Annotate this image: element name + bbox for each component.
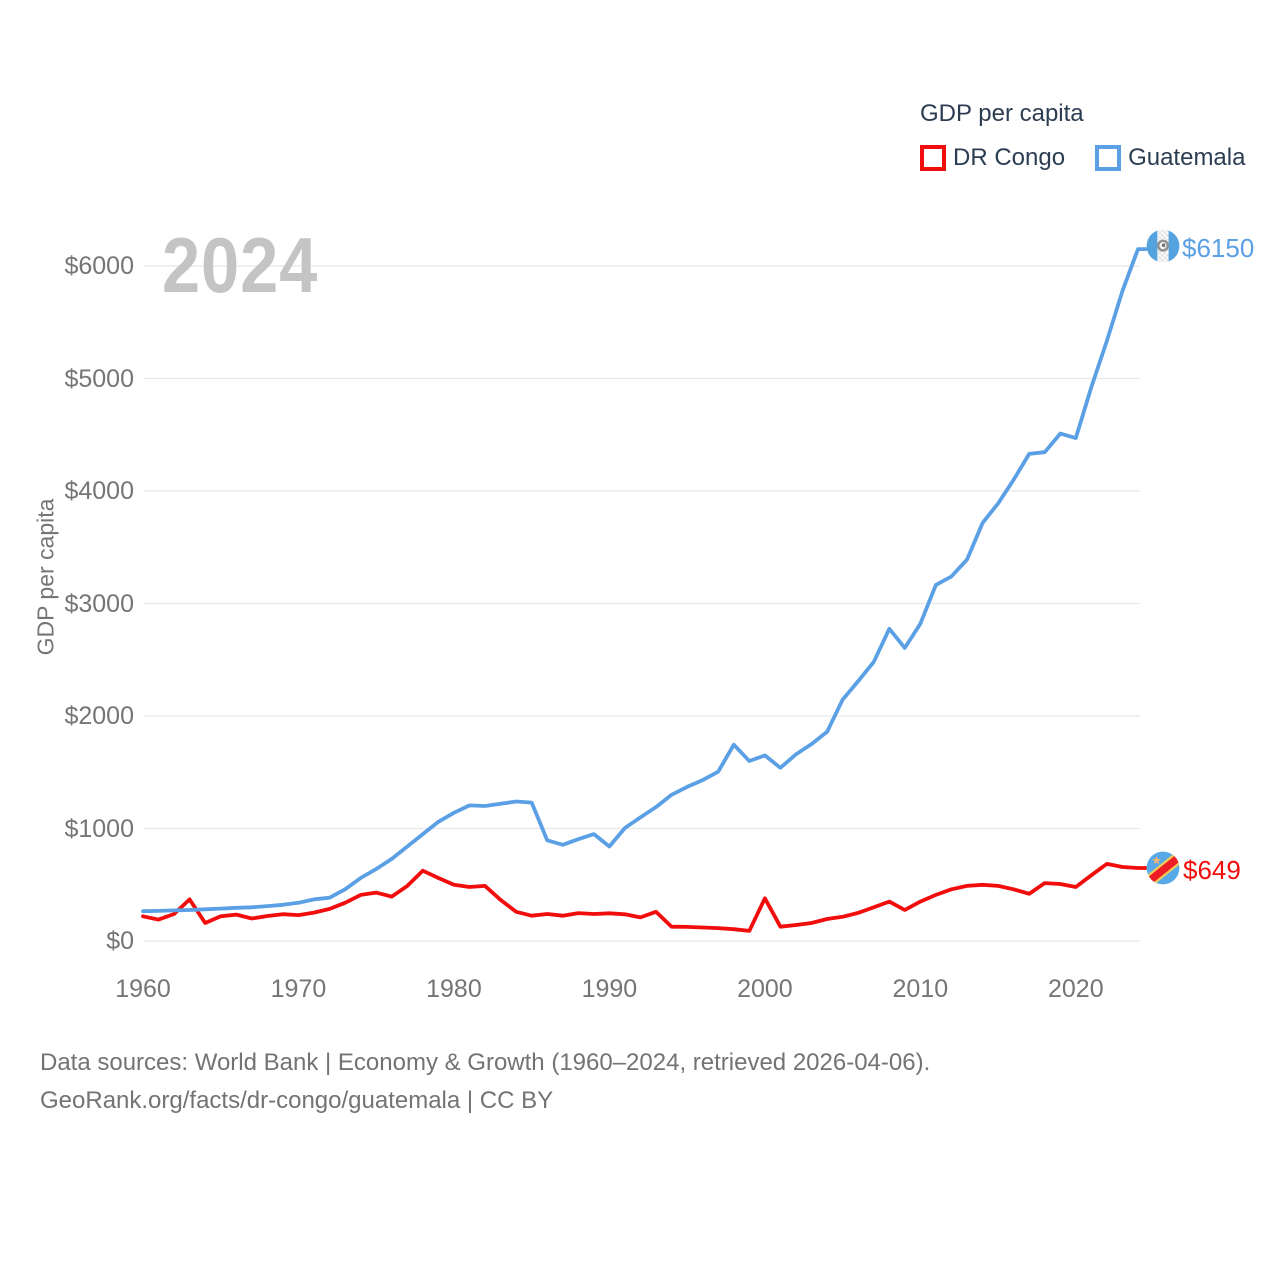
y-tick-label: $0	[106, 927, 134, 955]
guatemala-end-value: $6150	[1182, 233, 1255, 263]
year-watermark: 2024	[162, 221, 319, 309]
x-tick-label: 1980	[426, 975, 482, 1003]
y-tick-label: $4000	[64, 477, 134, 505]
x-tick-label: 2020	[1048, 975, 1104, 1003]
legend-item-guatemala[interactable]: Guatemala	[1095, 144, 1245, 172]
dr-congo-line	[141, 862, 1148, 933]
y-tick-label: $5000	[64, 364, 134, 393]
x-tick-label: 2000	[737, 975, 793, 1003]
legend-title: GDP per capita	[920, 100, 1084, 127]
attribution-text: GeoRank.org/facts/dr-congo/guatemala | C…	[40, 1087, 554, 1114]
y-tick-label: $6000	[64, 252, 134, 280]
y-tick-label: $1000	[64, 814, 134, 843]
data-source-text: Data sources: World Bank | Economy & Gro…	[40, 1049, 931, 1076]
y-tick-label: $3000	[64, 589, 134, 618]
guatemala-line	[141, 247, 1148, 914]
guatemala-swatch-icon	[1095, 144, 1122, 171]
dr-congo-flag-icon	[1146, 851, 1180, 885]
legend-item-dr-congo[interactable]: DR Congo	[920, 144, 1065, 172]
x-tick-label: 1960	[115, 975, 171, 1003]
legend-row: DR Congo Guatemala	[920, 144, 1245, 172]
legend-label-dr-congo: DR Congo	[953, 143, 1066, 171]
x-tick-label: 2010	[892, 975, 949, 1003]
dr-congo-end-value: $649	[1183, 855, 1241, 885]
x-tick-label: 1990	[581, 975, 638, 1003]
y-axis-title: GDP per capita	[32, 498, 59, 656]
guatemala-flag-icon	[1146, 229, 1180, 263]
x-tick-label: 1970	[270, 975, 327, 1003]
legend: GDP per capita DR Congo Guatemala	[920, 100, 1245, 172]
legend-label-guatemala: Guatemala	[1128, 143, 1246, 171]
y-tick-label: $2000	[64, 702, 134, 730]
dr-congo-swatch-icon	[920, 144, 946, 171]
